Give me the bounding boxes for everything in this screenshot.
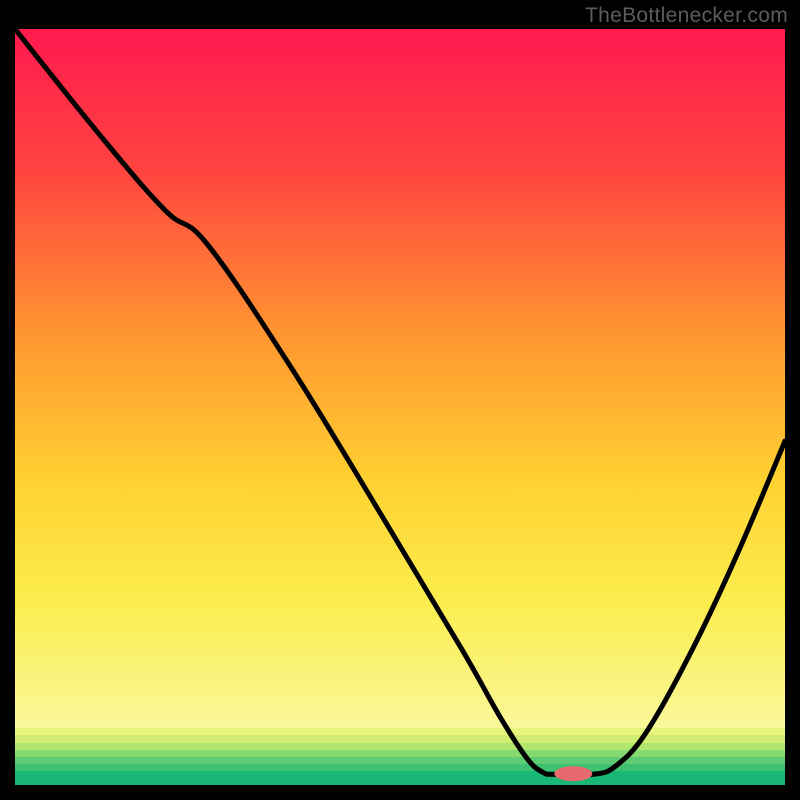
bottleneck-curve bbox=[15, 29, 785, 785]
chart-plot-area bbox=[15, 29, 785, 785]
watermark-text: TheBottlenecker.com bbox=[585, 4, 788, 28]
curve-path bbox=[15, 29, 785, 775]
optimal-marker bbox=[554, 766, 592, 781]
